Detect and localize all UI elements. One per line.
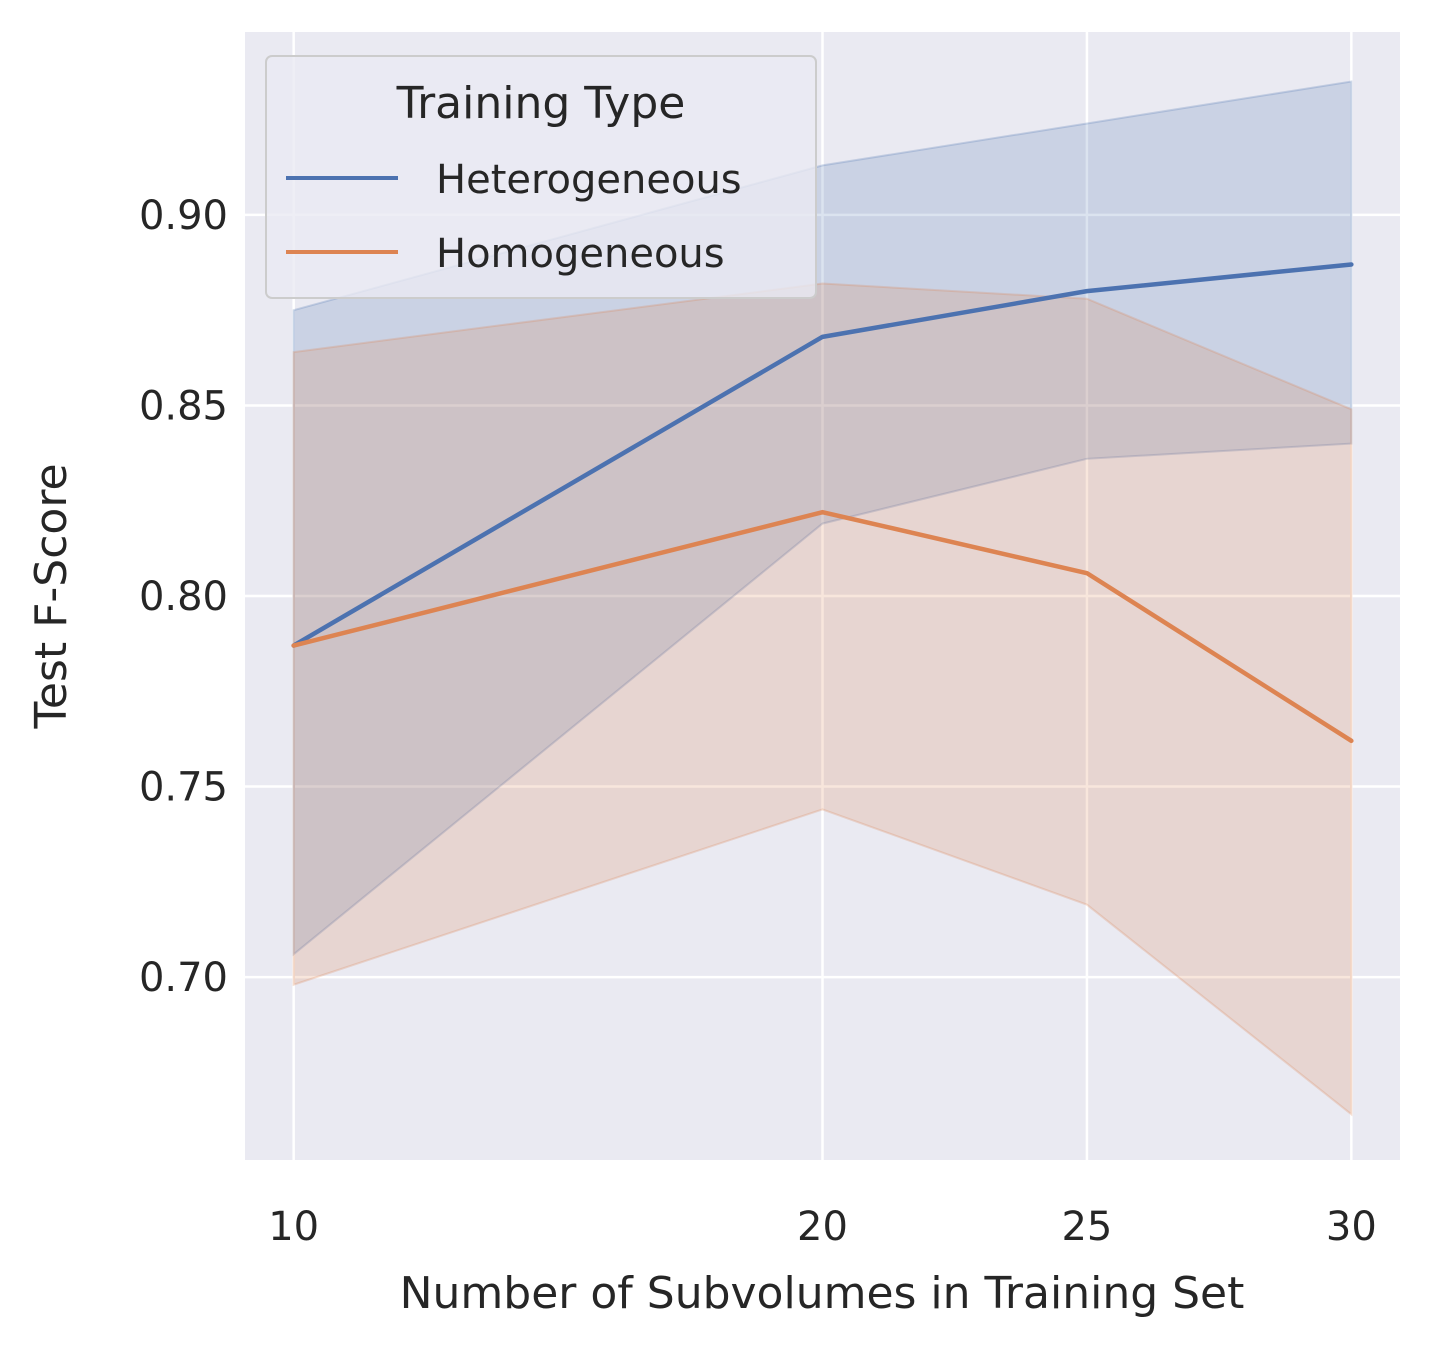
- x-tick-label-20: 20: [797, 1204, 848, 1250]
- legend: Training Type Heterogeneous Homogeneous: [265, 55, 817, 299]
- x-axis-label: Number of Subvolumes in Training Set: [400, 1268, 1245, 1319]
- y-axis-label: Test F-Score: [26, 463, 77, 729]
- x-tick-label-30: 30: [1326, 1204, 1377, 1250]
- series-line-heterogeneous: [291, 262, 1354, 648]
- y-tick-label-0.90: 0.90: [139, 193, 228, 239]
- y-tick-label-0.85: 0.85: [139, 383, 228, 429]
- y-tick-label-0.75: 0.75: [139, 765, 228, 811]
- x-tick-label-25: 25: [1061, 1204, 1112, 1250]
- x-tick-labels: 10 20 25 30: [268, 1204, 1377, 1250]
- ci-band-heterogeneous: [292, 80, 1353, 957]
- legend-label-heterogeneous: Heterogeneous: [436, 157, 742, 203]
- legend-label-homogeneous: Homogeneous: [436, 231, 725, 277]
- y-tick-label-0.70: 0.70: [139, 955, 228, 1001]
- x-tick-label-10: 10: [268, 1204, 319, 1250]
- y-tick-label-0.80: 0.80: [139, 574, 228, 620]
- legend-box: [265, 55, 817, 299]
- legend-title: Training Type: [396, 78, 686, 129]
- y-tick-labels: 0.70 0.75 0.80 0.85 0.90: [139, 193, 228, 1001]
- series-lines: [291, 262, 1354, 744]
- series-line-homogeneous: [291, 509, 1354, 744]
